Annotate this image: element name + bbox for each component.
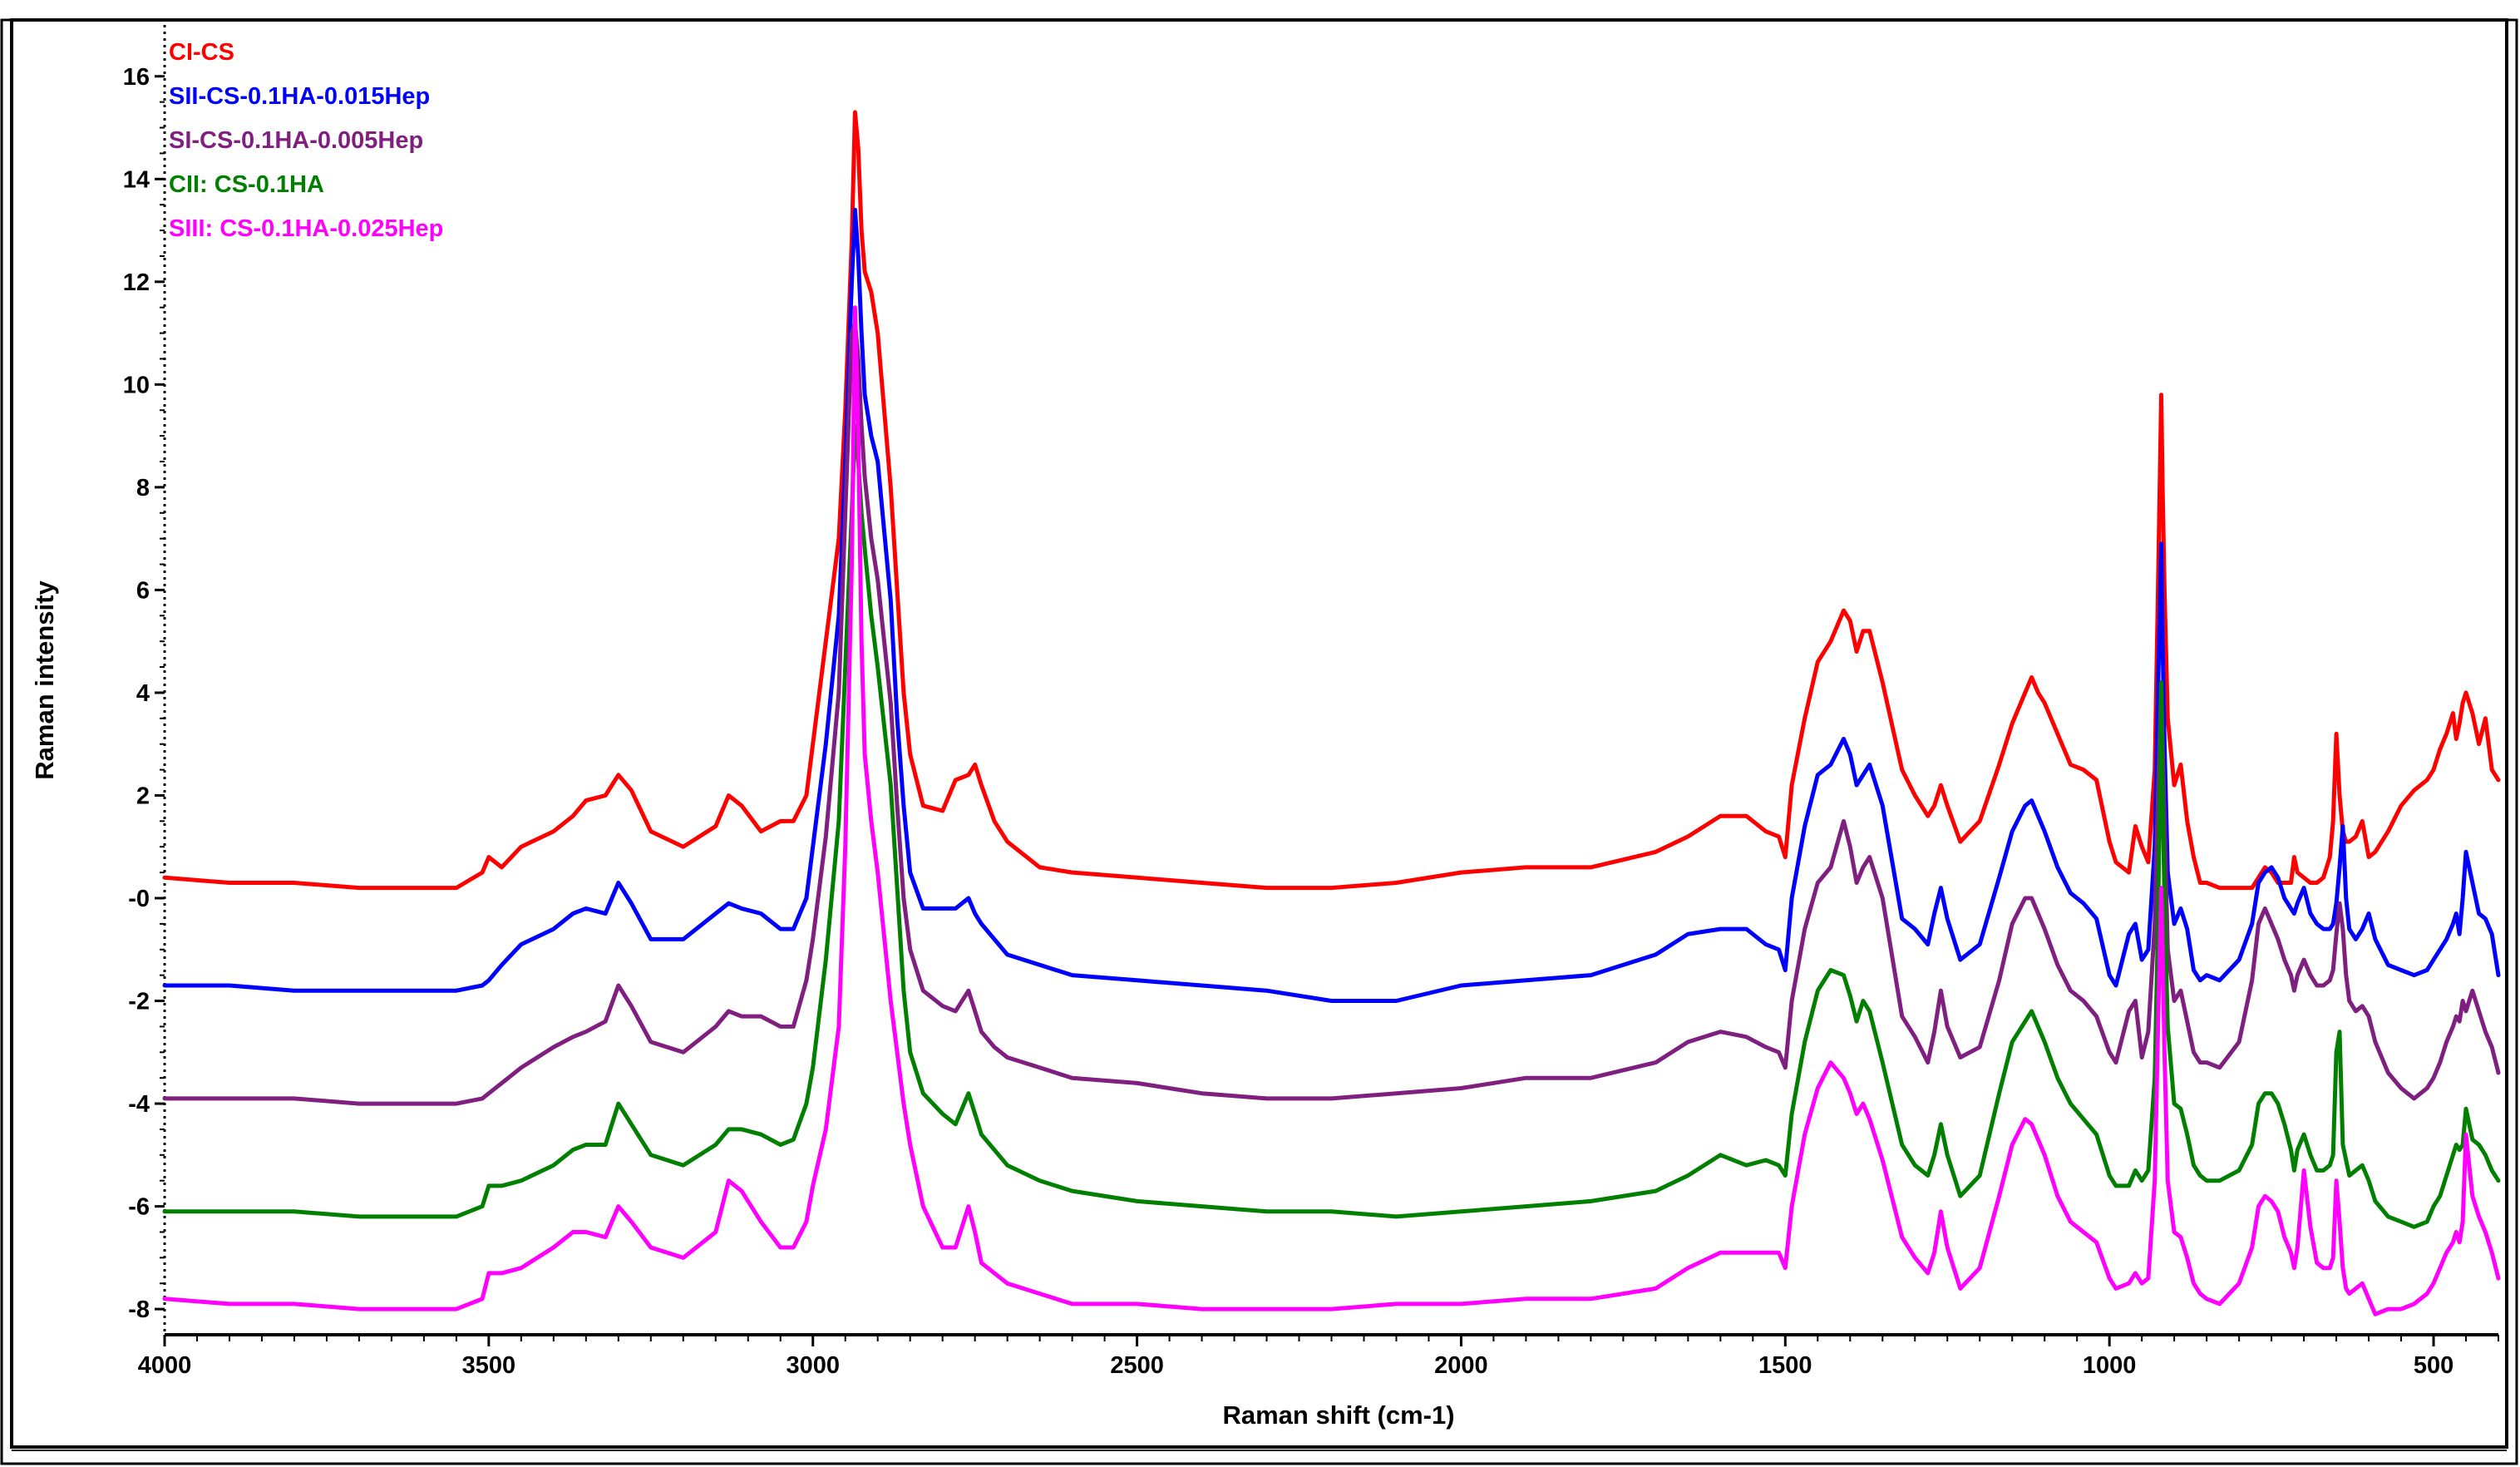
figure-inner-border bbox=[10, 18, 2508, 1449]
y-tick-label: 6 bbox=[136, 577, 150, 604]
series-line-5 bbox=[162, 305, 2501, 1316]
x-tick-label: 2000 bbox=[1434, 1352, 1488, 1379]
y-tick-label: 2 bbox=[136, 783, 150, 809]
y-tick-label: 16 bbox=[123, 64, 150, 91]
y-axis-ticks: -8 -6 -4 -2 -0 2 4 6 8 10 12 14 16 bbox=[123, 64, 165, 1323]
x-tick-label: 2500 bbox=[1110, 1352, 1164, 1379]
y-tick-label: 8 bbox=[136, 475, 150, 501]
y-tick-label: -4 bbox=[128, 1091, 150, 1118]
y-tick-label: -8 bbox=[128, 1297, 150, 1323]
y-tick-label: -2 bbox=[128, 989, 150, 1015]
series-layer bbox=[162, 110, 2501, 1316]
x-axis-label: Raman shift (cm-1) bbox=[1222, 1400, 1454, 1430]
y-tick-label: 10 bbox=[123, 372, 150, 398]
y-tick-label: 4 bbox=[136, 680, 150, 707]
y-tick-label: 12 bbox=[123, 269, 150, 296]
legend-entry-1: CI-CS bbox=[169, 39, 234, 66]
legend: CI-CS SII-CS-0.1HA-0.015Hep SI-CS-0.1HA-0.… bbox=[169, 39, 443, 242]
series-line-2 bbox=[162, 207, 2501, 1003]
x-axis-ticks: 4000 3500 3000 2500 2000 1500 1000 500 bbox=[138, 1335, 2499, 1379]
y-tick-label: -6 bbox=[128, 1194, 150, 1221]
x-tick-label: 1000 bbox=[2083, 1352, 2137, 1379]
series-line-1 bbox=[162, 110, 2501, 891]
x-tick-label: 4000 bbox=[138, 1352, 192, 1379]
x-tick-label: 1500 bbox=[1758, 1352, 1812, 1379]
legend-entry-3: SI-CS-0.1HA-0.005Hep bbox=[169, 127, 423, 154]
legend-entry-2: SII-CS-0.1HA-0.015Hep bbox=[169, 83, 430, 110]
y-tick-label: 14 bbox=[123, 166, 150, 193]
series-line-3 bbox=[162, 320, 2501, 1106]
x-tick-label: 3000 bbox=[786, 1352, 840, 1379]
legend-entry-4: CII: CS-0.1HA bbox=[169, 171, 324, 198]
series-line-4 bbox=[162, 423, 2501, 1229]
figure-outer-border bbox=[0, 18, 2518, 1465]
x-tick-label: 500 bbox=[2414, 1352, 2453, 1379]
x-tick-label: 3500 bbox=[462, 1352, 516, 1379]
legend-entry-5: SIII: CS-0.1HA-0.025Hep bbox=[169, 215, 443, 242]
y-tick-label: -0 bbox=[128, 886, 150, 912]
y-axis-label: Raman intensity bbox=[30, 580, 59, 780]
